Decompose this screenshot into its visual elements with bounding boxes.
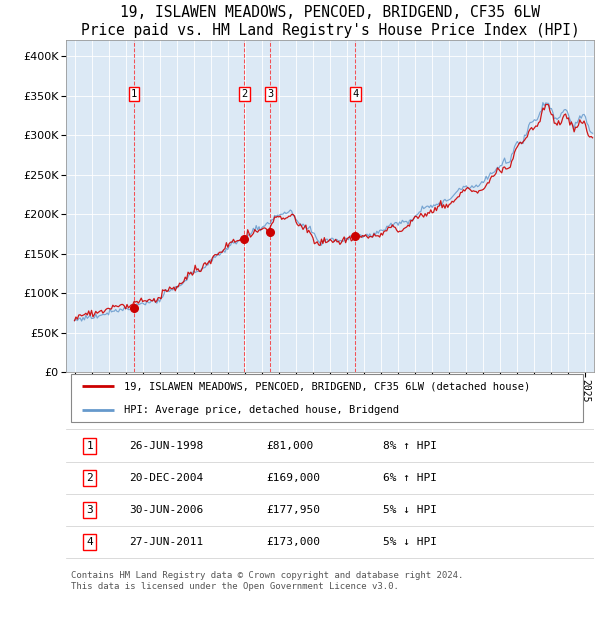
Text: 27-JUN-2011: 27-JUN-2011 — [130, 537, 203, 547]
Text: 2: 2 — [86, 473, 93, 483]
Text: 8% ↑ HPI: 8% ↑ HPI — [383, 441, 437, 451]
Text: 19, ISLAWEN MEADOWS, PENCOED, BRIDGEND, CF35 6LW (detached house): 19, ISLAWEN MEADOWS, PENCOED, BRIDGEND, … — [124, 381, 530, 391]
Text: £81,000: £81,000 — [266, 441, 314, 451]
Text: 2: 2 — [241, 89, 247, 99]
Text: 5% ↓ HPI: 5% ↓ HPI — [383, 537, 437, 547]
Text: 1: 1 — [86, 441, 93, 451]
Text: 5% ↓ HPI: 5% ↓ HPI — [383, 505, 437, 515]
Text: £169,000: £169,000 — [266, 473, 320, 483]
Text: Contains HM Land Registry data © Crown copyright and database right 2024.
This d: Contains HM Land Registry data © Crown c… — [71, 572, 464, 591]
Title: 19, ISLAWEN MEADOWS, PENCOED, BRIDGEND, CF35 6LW
Price paid vs. HM Land Registry: 19, ISLAWEN MEADOWS, PENCOED, BRIDGEND, … — [80, 6, 580, 38]
Text: £177,950: £177,950 — [266, 505, 320, 515]
Text: 26-JUN-1998: 26-JUN-1998 — [130, 441, 203, 451]
Text: 1: 1 — [131, 89, 137, 99]
Text: £173,000: £173,000 — [266, 537, 320, 547]
Text: 3: 3 — [86, 505, 93, 515]
Text: 3: 3 — [267, 89, 274, 99]
FancyBboxPatch shape — [71, 374, 583, 422]
Text: 4: 4 — [352, 89, 359, 99]
Text: 30-JUN-2006: 30-JUN-2006 — [130, 505, 203, 515]
Text: 20-DEC-2004: 20-DEC-2004 — [130, 473, 203, 483]
Text: 6% ↑ HPI: 6% ↑ HPI — [383, 473, 437, 483]
Text: 4: 4 — [86, 537, 93, 547]
Text: HPI: Average price, detached house, Bridgend: HPI: Average price, detached house, Brid… — [124, 405, 399, 415]
